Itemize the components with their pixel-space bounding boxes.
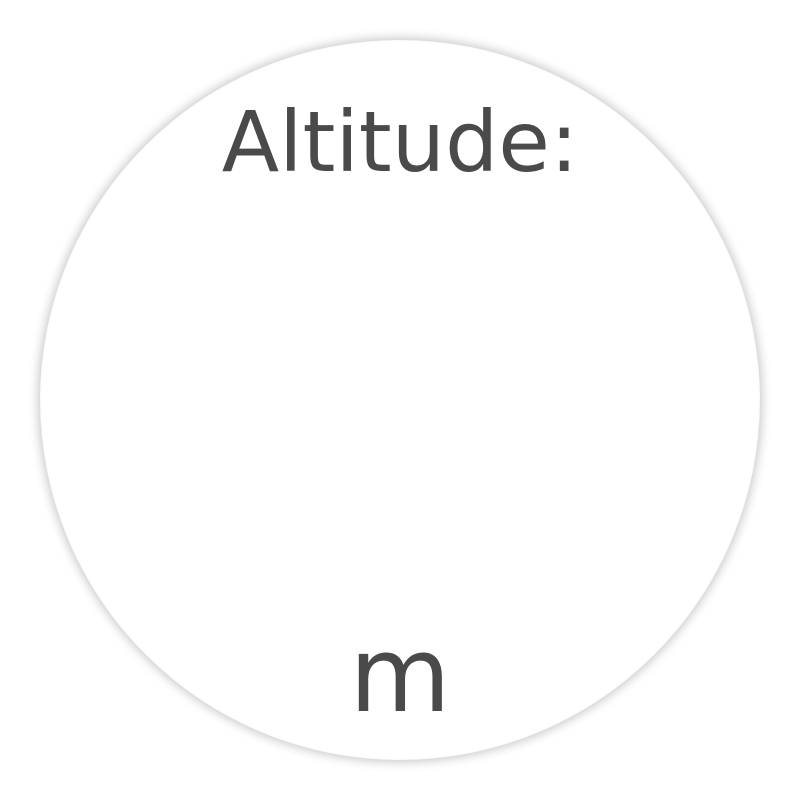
altitude-unit: m bbox=[349, 614, 451, 736]
gauge-label: Altitude: bbox=[221, 93, 579, 191]
altitude-gauge: Altitude: m bbox=[40, 40, 760, 760]
